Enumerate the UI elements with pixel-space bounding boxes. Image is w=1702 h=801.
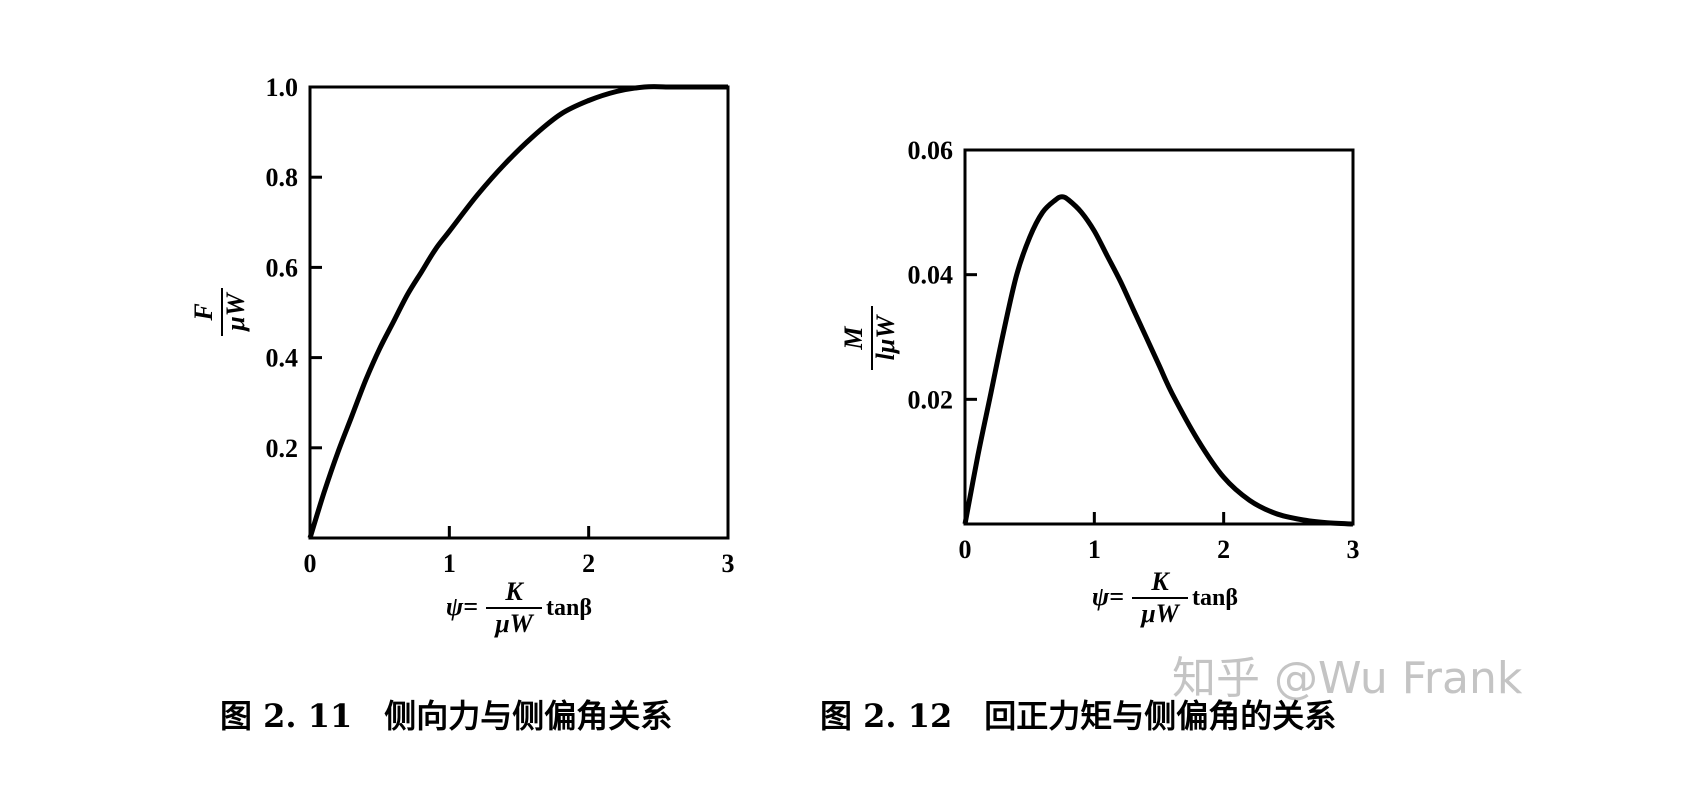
chart-1-ytick-label-4: 1.0 <box>266 73 299 102</box>
chart-1-xlabel: ψ= K μW tanβ <box>446 577 592 638</box>
chart-2-frame <box>963 148 1355 526</box>
chart-1-caption: 图 2. 11 侧向力与侧偏角关系 <box>220 697 672 735</box>
chart-1-xlabel-prefix: ψ= <box>446 592 478 621</box>
chart-1-xtick-label-3: 3 <box>722 549 735 578</box>
chart-1-xtick-label-2: 2 <box>582 549 595 578</box>
chart-2-xlabel-numerator: K <box>1150 567 1170 596</box>
chart-2-xtick-label-2: 2 <box>1217 535 1230 564</box>
chart-1-ylabel: F μW <box>189 288 250 336</box>
chart-2-xlabel-suffix: tanβ <box>1192 585 1238 611</box>
chart-1-xlabel-denominator: μW <box>493 609 534 638</box>
chart-1-ytick-label-1: 0.4 <box>266 344 299 373</box>
chart-1-xlabel-suffix: tanβ <box>546 595 592 621</box>
chart-1-ytick-label-3: 0.8 <box>266 163 299 192</box>
chart-1-ytick-label-0: 0.2 <box>266 434 299 463</box>
chart-1-xtick-label-1: 1 <box>443 549 456 578</box>
chart-2-ylabel: M lμW <box>839 306 900 370</box>
chart-1-ylabel-denominator: μW <box>221 291 250 332</box>
chart-2-xlabel-denominator: μW <box>1139 599 1180 628</box>
chart-2-ytick-label-0: 0.02 <box>908 385 954 414</box>
chart-1-ylabel-numerator: F <box>189 303 218 321</box>
chart-2: 0 1 2 3 0.02 0.04 0.06 M lμW ψ= K μW tanβ <box>839 136 1360 628</box>
chart-2-ylabel-numerator: M <box>839 326 868 351</box>
chart-2-xlabel: ψ= K μW tanβ <box>1092 567 1238 628</box>
chart-2-xtick-label-1: 1 <box>1088 535 1101 564</box>
chart-1-series-line <box>307 84 728 539</box>
chart-2-caption: 图 2. 12 回正力矩与侧偏角的关系 <box>820 697 1336 735</box>
chart-1-ticks: 0 1 2 3 0.2 0.4 0.6 0.8 1.0 <box>266 73 735 578</box>
chart-1: 0 1 2 3 0.2 0.4 0.6 0.8 1.0 F μW ψ= K μW tanβ <box>189 73 735 638</box>
chart-1-frame <box>308 85 730 540</box>
chart-2-xtick-label-0: 0 <box>959 535 972 564</box>
chart-2-ticks: 0 1 2 3 0.02 0.04 0.06 <box>908 136 1360 564</box>
chart-2-xtick-label-3: 3 <box>1347 535 1360 564</box>
chart-1-xlabel-numerator: K <box>504 577 524 606</box>
chart-2-ylabel-denominator: lμW <box>871 314 900 361</box>
chart-2-xlabel-prefix: ψ= <box>1092 582 1124 611</box>
chart-2-ytick-label-2: 0.06 <box>908 136 954 165</box>
watermark-text: 知乎 @Wu Frank <box>1172 653 1523 704</box>
chart-1-ytick-label-2: 0.6 <box>266 253 299 282</box>
chart-1-xtick-label-0: 0 <box>304 549 317 578</box>
chart-2-ytick-label-1: 0.04 <box>908 261 954 290</box>
chart-2-series-line <box>962 194 1354 527</box>
